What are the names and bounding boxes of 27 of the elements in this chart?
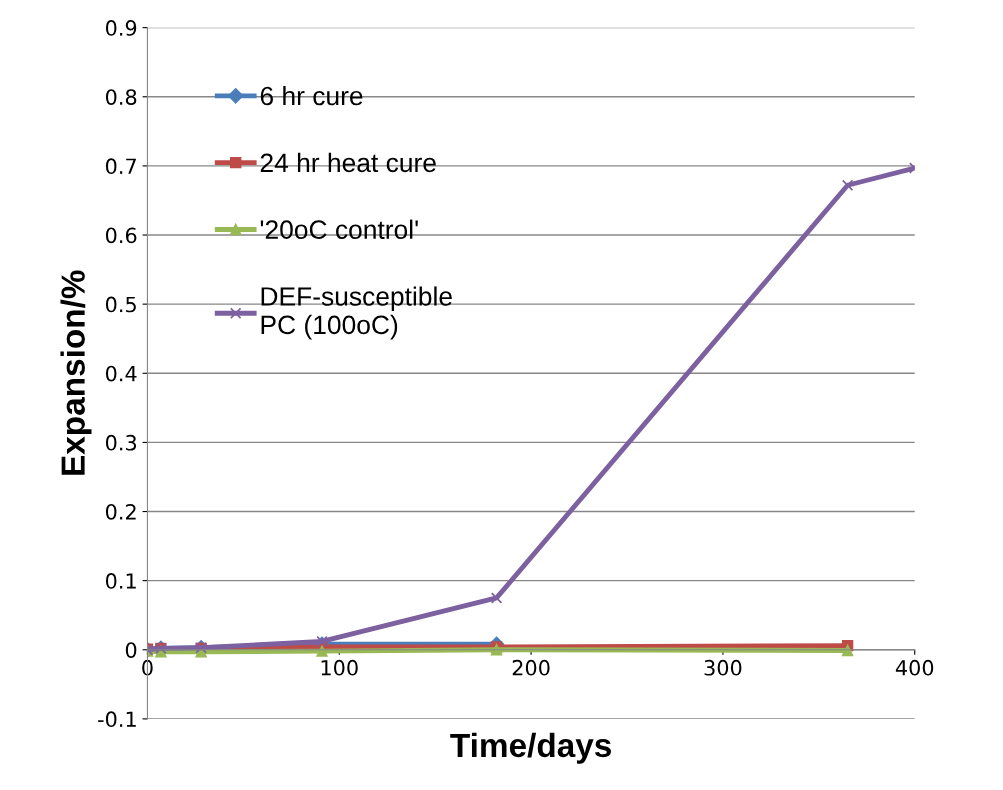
- y-tick-label: 0.3: [105, 434, 137, 451]
- point: [490, 592, 503, 604]
- y-tick-label: 0.1: [105, 573, 136, 589]
- y-tick-label: 0.2: [105, 503, 136, 520]
- legend-label: 6 hr cure: [260, 85, 363, 106]
- legend-label: 24 hr heat cure: [260, 152, 436, 173]
- y-tick-label: 0.8: [105, 89, 137, 105]
- x-tick-label: 300: [704, 659, 742, 676]
- y-tick-label: 0.4: [105, 365, 137, 382]
- x-tick-label: 200: [512, 659, 550, 676]
- y-tick-label: 0.7: [105, 158, 136, 175]
- x-axis-title: Time/days: [450, 732, 611, 764]
- x-tick-label: 400: [895, 659, 934, 676]
- y-tick-label: 0.9: [105, 20, 137, 36]
- x-tick-label: 100: [321, 659, 358, 676]
- point: [316, 635, 328, 648]
- legend-label: DEF-susceptible PC (100oC): [261, 286, 452, 340]
- y-tick-label: -0.1: [98, 711, 136, 728]
- point: [841, 644, 854, 657]
- y-tick-label: 0.5: [105, 296, 136, 313]
- point: [316, 645, 328, 657]
- y-axis-title: Expansion/%: [60, 270, 92, 475]
- x-tick-label: 0: [142, 659, 153, 676]
- point: [841, 179, 854, 191]
- legend-label: '20oC control': [260, 219, 418, 239]
- y-tick-label: 0.6: [105, 227, 137, 244]
- y-tick-label: 0: [125, 642, 137, 658]
